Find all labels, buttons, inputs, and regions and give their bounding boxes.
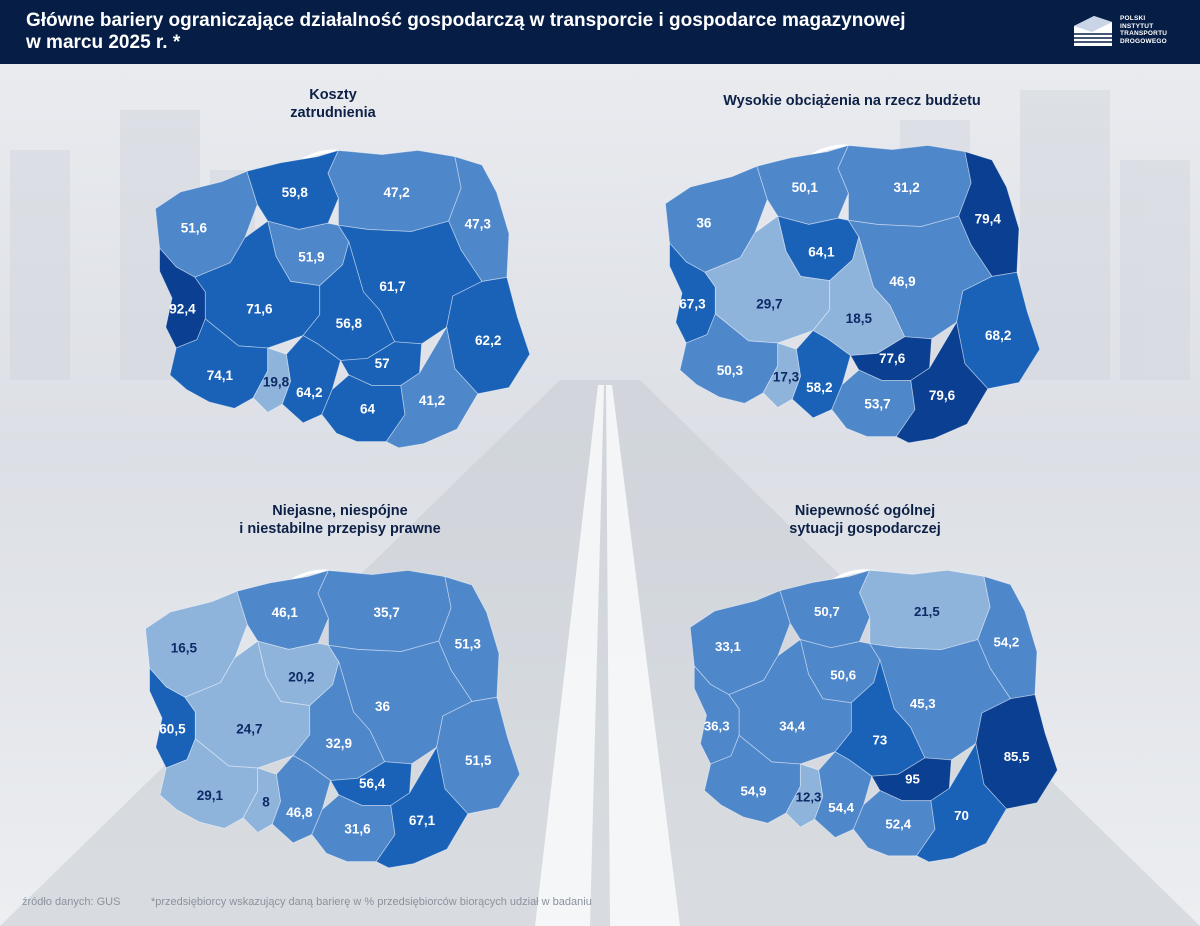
value-label-wielkopolskie: 24,7 — [236, 722, 262, 737]
value-label-pomorskie: 46,1 — [272, 605, 299, 620]
value-label-mazowieckie: 46,9 — [889, 274, 916, 289]
value-label-zachodniopomorskie: 16,5 — [171, 641, 198, 656]
value-label-dolnoslaskie: 29,1 — [197, 788, 224, 803]
poland-map-2: 36 50,1 31,2 79,4 64,1 67,3 29,7 46,9 18,5 68,2 50… — [664, 144, 1041, 444]
logo-text: POLSKI INSTYTUT TRANSPORTU DROGOWEGO — [1120, 15, 1167, 45]
value-label-pomorskie: 59,8 — [282, 185, 309, 200]
value-label-mazowieckie: 36 — [375, 699, 391, 714]
region-podkarpackie — [895, 321, 989, 444]
value-label-lubuskie: 60,5 — [159, 722, 186, 737]
value-label-podkarpackie: 67,1 — [409, 813, 436, 828]
value-label-dolnoslaskie: 74,1 — [207, 368, 234, 383]
value-label-lodzkie: 73 — [873, 733, 888, 748]
region-lubelskie — [436, 696, 521, 815]
value-label-slaskie: 54,4 — [828, 800, 854, 815]
value-label-lubelskie: 85,5 — [1004, 749, 1030, 764]
value-label-lubuskie: 67,3 — [679, 297, 706, 312]
title-line-1: Główne bariery ograniczające działalność… — [26, 10, 906, 31]
title-line-2: w marcu 2025 r. * — [26, 32, 181, 53]
value-label-pomorskie: 50,7 — [814, 604, 840, 619]
value-label-podkarpackie: 41,2 — [419, 393, 445, 408]
value-label-pomorskie: 50,1 — [792, 180, 819, 195]
region-lubelskie — [956, 271, 1041, 390]
value-label-warminsko-mazurskie: 21,5 — [914, 604, 940, 619]
value-label-lubelskie: 68,2 — [985, 328, 1011, 343]
region-podkarpackie — [385, 326, 479, 449]
map-title-niepewnosc: Niepewność ogólnej sytuacji gospodarczej — [789, 503, 941, 537]
value-label-slaskie: 64,2 — [296, 385, 322, 400]
value-label-malopolskie: 52,4 — [885, 816, 911, 831]
value-label-lodzkie: 56,8 — [336, 316, 363, 331]
map-title-koszty: Koszty zatrudnienia — [290, 87, 376, 121]
footnote: *przedsiębiorcy wskazujący daną barierę … — [151, 896, 592, 908]
poland-map-3: 16,5 46,1 35,7 51,3 20,2 60,5 24,7 36 32,9 51,5 29… — [144, 569, 521, 869]
value-label-malopolskie: 53,7 — [864, 397, 890, 412]
value-label-kujawsko-pomorskie: 51,9 — [298, 250, 325, 265]
logo-line: TRANSPORTU — [1120, 30, 1168, 37]
value-label-lubelskie: 62,2 — [475, 333, 501, 348]
value-label-dolnoslaskie: 54,9 — [741, 784, 767, 799]
value-label-podkarpackie: 70 — [954, 808, 969, 823]
region-lubelskie — [975, 694, 1058, 810]
poland-map-1: 51,6 59,8 47,2 47,3 51,9 92,4 71,6 61,7 56,8 62,2… — [154, 149, 531, 449]
map-title-budzet: Wysokie obciążenia na rzecz budżetu — [723, 93, 981, 109]
poland-map-4: 33,1 50,7 21,5 54,2 50,6 36,3 34,4 45,3 73 85,5 54… — [689, 569, 1058, 863]
value-label-wielkopolskie: 29,7 — [756, 297, 782, 312]
value-label-wielkopolskie: 34,4 — [779, 718, 805, 733]
source-note: źródło danych: GUS — [22, 896, 121, 908]
value-label-warminsko-mazurskie: 35,7 — [374, 605, 400, 620]
value-label-lubuskie: 92,4 — [169, 302, 196, 317]
value-label-opolskie: 19,8 — [263, 374, 290, 389]
logo-line: POLSKI — [1120, 15, 1146, 22]
value-label-malopolskie: 31,6 — [344, 822, 371, 837]
value-label-lodzkie: 32,9 — [326, 736, 353, 751]
value-label-zachodniopomorskie: 33,1 — [715, 639, 741, 654]
logo-mark-icon — [1074, 16, 1112, 46]
value-label-swietokrzyskie: 95 — [905, 771, 920, 786]
value-label-mazowieckie: 61,7 — [379, 279, 405, 294]
value-label-kujawsko-pomorskie: 20,2 — [288, 670, 314, 685]
value-label-mazowieckie: 45,3 — [910, 696, 936, 711]
value-label-podlaskie: 51,3 — [455, 636, 482, 651]
value-label-warminsko-mazurskie: 47,2 — [384, 185, 410, 200]
value-label-opolskie: 17,3 — [773, 369, 800, 384]
region-podkarpackie — [916, 742, 1007, 863]
header-bar: Główne bariery ograniczające działalność… — [0, 0, 1200, 64]
value-label-wielkopolskie: 71,6 — [246, 302, 273, 317]
value-label-kujawsko-pomorskie: 50,6 — [830, 667, 856, 682]
value-label-malopolskie: 64 — [360, 402, 376, 417]
map-title-przepisy: Niejasne, niespójne i niestabilne przepi… — [239, 503, 441, 537]
value-label-lubuskie: 36,3 — [704, 718, 730, 733]
value-label-dolnoslaskie: 50,3 — [717, 363, 744, 378]
value-label-swietokrzyskie: 77,6 — [879, 351, 906, 366]
value-label-opolskie: 12,3 — [796, 790, 822, 805]
value-label-slaskie: 58,2 — [806, 380, 832, 395]
value-label-podlaskie: 79,4 — [975, 211, 1002, 226]
value-label-swietokrzyskie: 57 — [375, 356, 390, 371]
value-label-lodzkie: 18,5 — [846, 311, 873, 326]
value-label-warminsko-mazurskie: 31,2 — [894, 180, 920, 195]
value-label-slaskie: 46,8 — [286, 805, 313, 820]
value-label-opolskie: 8 — [262, 794, 270, 809]
value-label-swietokrzyskie: 56,4 — [359, 776, 386, 791]
value-label-kujawsko-pomorskie: 64,1 — [808, 245, 835, 260]
value-label-podlaskie: 54,2 — [994, 635, 1020, 650]
value-label-zachodniopomorskie: 51,6 — [181, 221, 208, 236]
value-label-zachodniopomorskie: 36 — [696, 216, 712, 231]
pitd-logo: POLSKI INSTYTUT TRANSPORTU DROGOWEGO — [1072, 12, 1182, 54]
value-label-lubelskie: 51,5 — [465, 753, 492, 768]
logo-line: INSTYTUT — [1120, 22, 1154, 30]
logo-line: DROGOWEGO — [1120, 37, 1167, 45]
value-label-podlaskie: 47,3 — [465, 216, 492, 231]
region-lubelskie — [446, 276, 531, 395]
page-title: Główne bariery ograniczające działalność… — [26, 10, 1026, 54]
region-podkarpackie — [375, 746, 469, 869]
value-label-podkarpackie: 79,6 — [929, 388, 956, 403]
